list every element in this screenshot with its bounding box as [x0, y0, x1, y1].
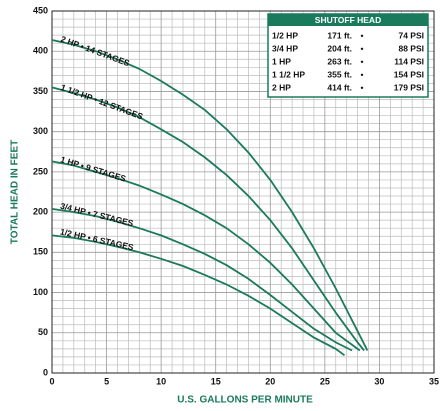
y-tick-label: 50 — [38, 327, 48, 337]
table-cell: 204 ft. — [327, 43, 352, 53]
x-axis-label: U.S. GALLONS PER MINUTE — [177, 395, 313, 406]
table-cell: • — [361, 30, 364, 40]
table-cell: 1 1/2 HP — [272, 69, 305, 79]
table-cell: • — [361, 43, 364, 53]
x-tick-label: 25 — [320, 376, 330, 386]
x-tick-label: 30 — [374, 376, 384, 386]
table-cell: 171 ft. — [327, 30, 352, 40]
y-tick-label: 200 — [33, 206, 48, 216]
y-tick-label: 350 — [33, 86, 48, 96]
x-tick-label: 35 — [429, 376, 439, 386]
y-tick-label: 150 — [33, 247, 48, 257]
table-cell: 2 HP — [272, 82, 291, 92]
table-cell: • — [361, 82, 364, 92]
table-box — [267, 13, 429, 98]
curve-label: 1/2 HP • 6 STAGES — [59, 226, 135, 252]
table-cell: 355 ft. — [327, 69, 352, 79]
table-cell: 88 PSI — [398, 43, 424, 53]
table-header — [268, 14, 428, 26]
y-tick-label: 250 — [33, 166, 48, 176]
x-tick-label: 0 — [49, 376, 54, 386]
y-tick-label: 400 — [33, 46, 48, 56]
table-cell: 3/4 HP — [272, 43, 298, 53]
x-tick-label: 5 — [104, 376, 109, 386]
table-title: SHUTOFF HEAD — [315, 15, 381, 25]
y-tick-label: 100 — [33, 287, 48, 297]
table-cell: 1 HP — [272, 56, 291, 66]
curve — [51, 208, 353, 352]
table-cell: 414 ft. — [327, 82, 352, 92]
table-cell: 179 PSI — [394, 82, 424, 92]
y-tick-label: 450 — [33, 5, 48, 15]
y-tick-label: 0 — [43, 367, 48, 377]
x-tick-label: 10 — [156, 376, 166, 386]
table-cell: • — [361, 69, 364, 79]
table-cell: 1/2 HP — [272, 30, 298, 40]
curve-label: 3/4 HP • 7 STAGES — [59, 201, 134, 229]
y-tick-label: 300 — [33, 126, 48, 136]
y-axis-label: TOTAL HEAD IN FEET — [10, 140, 21, 244]
x-tick-label: 20 — [265, 376, 275, 386]
table-cell: 114 PSI — [394, 56, 424, 66]
curve — [51, 39, 369, 351]
table-cell: 74 PSI — [398, 30, 424, 40]
curve — [51, 86, 365, 352]
x-tick-label: 15 — [211, 376, 221, 386]
table-cell: • — [361, 56, 364, 66]
curve — [51, 160, 361, 352]
curve — [51, 234, 346, 357]
table-cell: 263 ft. — [327, 56, 352, 66]
plot-frame — [51, 10, 435, 374]
table-cell: 154 PSI — [394, 69, 424, 79]
